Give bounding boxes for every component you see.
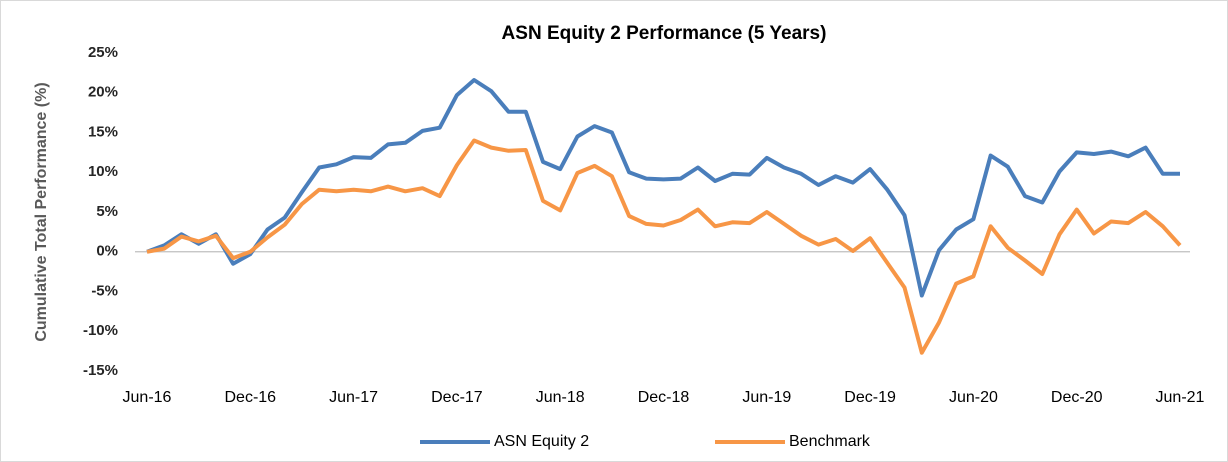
y-axis-title: Cumulative Total Performance (%) bbox=[33, 82, 50, 341]
series-line bbox=[146, 78, 1180, 298]
chart-title: ASN Equity 2 Performance (5 Years) bbox=[502, 23, 827, 44]
y-tick-label: 15% bbox=[88, 123, 118, 140]
y-tick-label: 20% bbox=[88, 84, 118, 101]
y-tick-label: -15% bbox=[83, 362, 118, 379]
y-tick-label: 10% bbox=[88, 163, 118, 180]
x-tick-label: Jun-16 bbox=[123, 389, 172, 406]
y-tick-label: 0% bbox=[96, 243, 118, 260]
legend-label: Benchmark bbox=[789, 433, 871, 450]
x-tick-label: Jun-18 bbox=[536, 389, 585, 406]
x-tick-label: Dec-19 bbox=[844, 389, 896, 406]
x-tick-label: Dec-18 bbox=[638, 389, 690, 406]
series-line bbox=[146, 138, 1182, 355]
x-tick-label: Dec-20 bbox=[1051, 389, 1103, 406]
y-tick-label: -10% bbox=[83, 322, 118, 339]
x-tick-label: Jun-19 bbox=[742, 389, 791, 406]
y-tick-label: 5% bbox=[96, 203, 118, 220]
x-tick-label: Jun-21 bbox=[1156, 389, 1205, 406]
x-tick-label: Dec-16 bbox=[225, 389, 277, 406]
x-tick-label: Jun-17 bbox=[329, 389, 378, 406]
y-tick-label: 25% bbox=[88, 44, 118, 61]
y-tick-label: -5% bbox=[91, 282, 118, 299]
x-tick-label: Dec-17 bbox=[431, 389, 483, 406]
legend-label: ASN Equity 2 bbox=[494, 433, 589, 450]
x-tick-label: Jun-20 bbox=[949, 389, 998, 406]
